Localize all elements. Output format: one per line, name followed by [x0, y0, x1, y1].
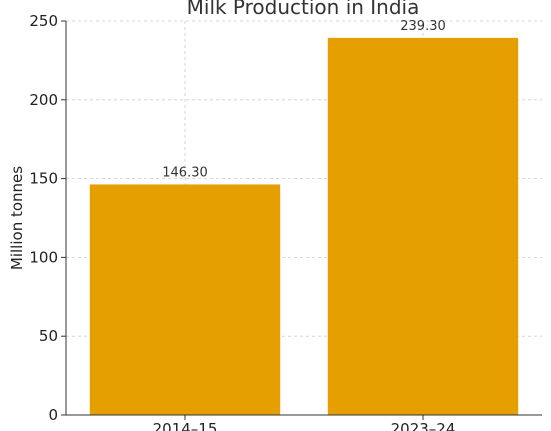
y-tick-label: 200	[29, 91, 58, 109]
data-label: 146.30	[162, 165, 208, 180]
y-tick-label: 100	[29, 248, 58, 266]
y-tick-label: 150	[29, 170, 58, 188]
y-tick-label: 250	[29, 12, 58, 30]
x-tick-label: 2014–15	[153, 420, 218, 431]
data-label: 239.30	[400, 19, 446, 34]
chart-title: Milk Production in India	[187, 0, 420, 19]
bars	[89, 37, 519, 416]
x-ticks: 2014–15 2023–24	[153, 415, 456, 431]
y-axis-label: Million tonnes	[8, 166, 26, 270]
bar	[327, 37, 519, 416]
y-tick-label: 50	[39, 327, 58, 345]
axes	[65, 21, 542, 416]
data-labels: 146.30 239.30	[162, 19, 446, 181]
bar	[89, 184, 281, 415]
x-tick-label: 2023–24	[391, 420, 456, 431]
y-ticks: 0 50 100 150 200 250	[29, 12, 66, 424]
y-tick-label: 0	[48, 406, 58, 424]
